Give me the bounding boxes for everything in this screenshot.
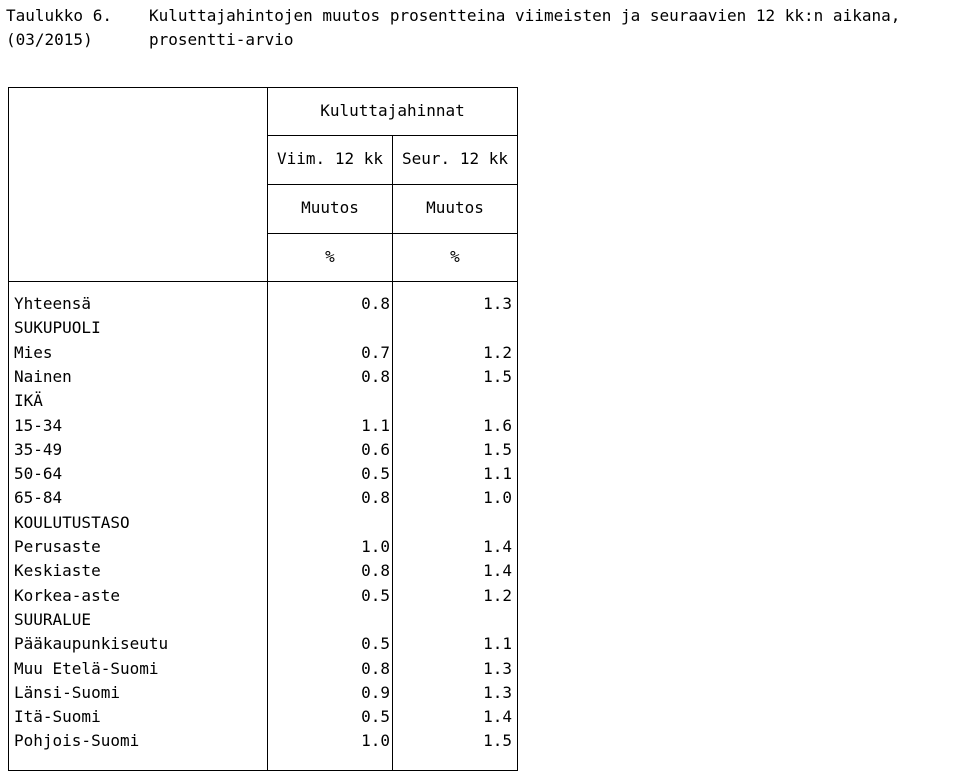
table-right-border [517,87,518,770]
cell-value-col-2: 1.5 [483,440,512,459]
column-2-unit: % [450,247,460,266]
cell-value-col-1: 0.5 [361,464,390,483]
cell-value-col-2: 1.4 [483,707,512,726]
table-bottom-border [8,770,518,771]
row-label: Länsi-Suomi [14,683,120,702]
cell-value-col-1: 0.8 [361,488,390,507]
cell-value-col-1: 1.0 [361,731,390,750]
row-label: 35-49 [14,440,63,459]
column-1-unit: % [325,247,335,266]
row-label: Pääkaupunkiseutu [14,634,169,653]
header-bottom-border [8,281,518,282]
row-label: 15-34 [14,416,63,435]
cell-value-col-1: 0.8 [361,367,390,386]
row-label: 65-84 [14,488,63,507]
row-label: Yhteensä [14,294,92,313]
title-line-1: Kuluttajahintojen muutos prosentteina vi… [149,6,901,25]
header-line-1 [267,135,517,136]
row-label: 50-64 [14,464,63,483]
cell-value-col-1: 0.8 [361,561,390,580]
cell-value-col-2: 1.3 [483,659,512,678]
header-line-2 [267,184,517,185]
row-label: Mies [14,343,53,362]
cell-value-col-1: 0.5 [361,634,390,653]
column-divider-1 [267,87,268,770]
row-label: Perusaste [14,537,101,556]
cell-value-col-2: 1.6 [483,416,512,435]
cell-value-col-1: 0.5 [361,707,390,726]
table-left-border [8,87,9,770]
row-label: SUKUPUOLI [14,318,101,337]
row-label: Pohjois-Suomi [14,731,140,750]
cell-value-col-2: 1.2 [483,343,512,362]
cell-value-col-2: 1.5 [483,367,512,386]
cell-value-col-2: 1.1 [483,634,512,653]
cell-value-col-2: 1.3 [483,683,512,702]
row-label: Keskiaste [14,561,101,580]
title-line-2: prosentti-arvio [149,30,294,49]
table-number: Taulukko 6. [6,6,112,25]
cell-value-col-1: 0.9 [361,683,390,702]
row-label: SUURALUE [14,610,92,629]
cell-value-col-1: 0.8 [361,294,390,313]
row-label: Itä-Suomi [14,707,101,726]
cell-value-col-2: 1.4 [483,561,512,580]
column-1-period: Viim. 12 kk [277,149,383,168]
cell-value-col-2: 1.5 [483,731,512,750]
table-period: (03/2015) [6,30,93,49]
cell-value-col-1: 0.8 [361,659,390,678]
column-1-measure: Muutos [301,198,359,217]
table-title: Taulukko 6. (03/2015) Kuluttajahintojen … [6,4,900,124]
row-label: KOULUTUSTASO [14,513,130,532]
column-2-period: Seur. 12 kk [402,149,508,168]
header-line-3 [267,233,517,234]
row-label: IKÄ [14,391,43,410]
column-divider-2 [392,135,393,770]
group-header: Kuluttajahinnat [320,101,465,120]
cell-value-col-1: 0.6 [361,440,390,459]
cell-value-col-2: 1.1 [483,464,512,483]
row-label: Korkea-aste [14,586,120,605]
cell-value-col-1: 0.7 [361,343,390,362]
data-table: Kuluttajahinnat Viim. 12 kk Seur. 12 kk … [8,87,518,771]
table-top-border [8,87,518,88]
cell-value-col-1: 1.0 [361,537,390,556]
cell-value-col-2: 1.0 [483,488,512,507]
cell-value-col-2: 1.4 [483,537,512,556]
row-label: Nainen [14,367,72,386]
row-label: Muu Etelä-Suomi [14,659,159,678]
cell-value-col-1: 1.1 [361,416,390,435]
cell-value-col-2: 1.3 [483,294,512,313]
cell-value-col-1: 0.5 [361,586,390,605]
column-2-measure: Muutos [426,198,484,217]
cell-value-col-2: 1.2 [483,586,512,605]
